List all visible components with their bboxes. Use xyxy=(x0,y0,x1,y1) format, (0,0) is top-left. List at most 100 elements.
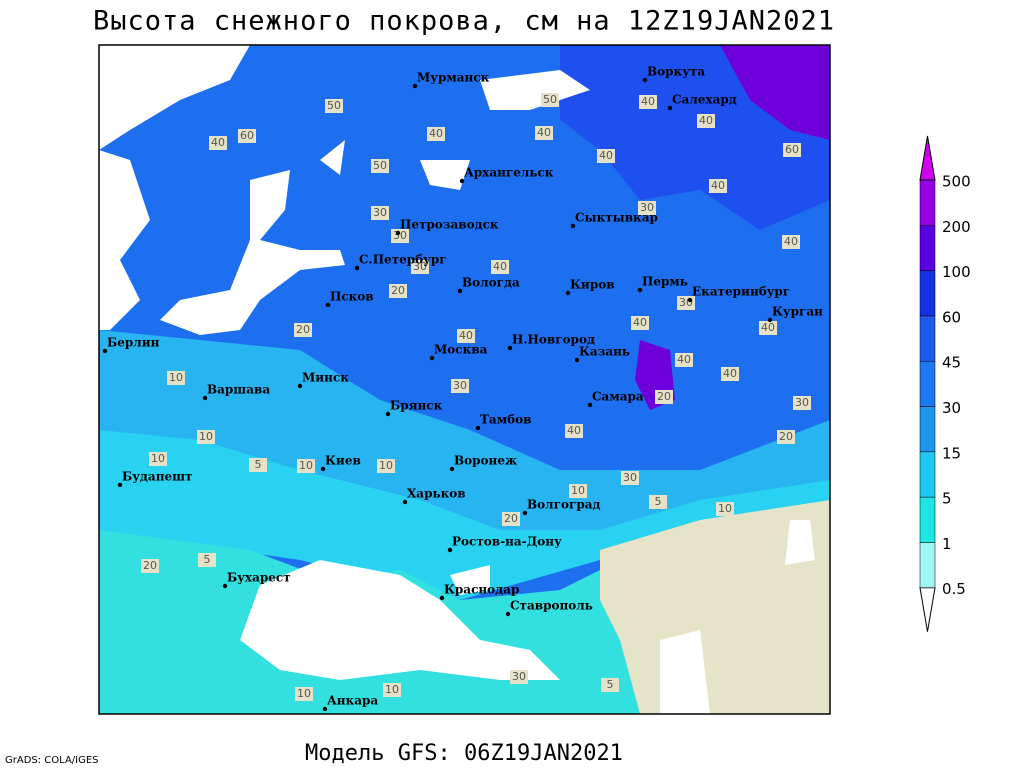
map-frame xyxy=(98,44,831,715)
city-dot xyxy=(507,345,513,351)
legend-arrow-low xyxy=(919,587,936,632)
contour-label: 10 xyxy=(385,683,399,696)
legend-band xyxy=(919,225,936,271)
contour-label: 30 xyxy=(453,379,467,392)
contour-label: 40 xyxy=(211,136,225,149)
legend-band xyxy=(919,406,936,453)
contour-label-box xyxy=(294,323,312,337)
contour-label: 20 xyxy=(779,430,793,443)
city-label: Псков xyxy=(330,290,374,304)
contour-label-box xyxy=(510,670,528,684)
legend-label: 60 xyxy=(942,308,961,326)
contour-label-box xyxy=(411,260,429,274)
contour-label: 50 xyxy=(543,93,557,106)
city-dot xyxy=(449,466,455,472)
contour-label-box xyxy=(427,127,445,141)
contour-label-box xyxy=(631,316,649,330)
contour-label-box xyxy=(297,459,315,473)
azov-sea xyxy=(450,565,490,595)
snow-light xyxy=(99,430,830,600)
contour-label-box xyxy=(541,93,559,107)
credit: GrADS: COLA/IGES xyxy=(5,755,99,766)
contour-label-box xyxy=(721,367,739,381)
title: Высота снежного покрова, см на 12Z19JAN2… xyxy=(93,6,835,37)
contour-label: 30 xyxy=(413,260,427,273)
city-dot xyxy=(429,355,435,361)
city-label: С.Петербург xyxy=(359,253,447,267)
city-dot xyxy=(402,499,408,505)
city-label: Киев xyxy=(325,454,361,468)
contour-label: 10 xyxy=(379,459,393,472)
contour-label-box xyxy=(782,235,800,249)
contour-label-box xyxy=(535,126,553,140)
city-dot xyxy=(475,425,481,431)
contour-label: 10 xyxy=(299,459,313,472)
city-dot xyxy=(447,547,453,553)
contour-label: 60 xyxy=(240,129,254,142)
city-label: Екатеринбург xyxy=(692,285,790,299)
contour-label: 30 xyxy=(795,396,809,409)
contour-label-box xyxy=(759,321,777,335)
contour-label-box xyxy=(783,143,801,157)
contour-label: 20 xyxy=(504,512,518,525)
contour-label-box xyxy=(238,129,256,143)
contour-label-box xyxy=(569,484,587,498)
legend-label: 100 xyxy=(942,263,971,281)
contour-label-box xyxy=(391,229,409,243)
contour-label: 10 xyxy=(571,484,585,497)
map: 40 60 50 50 40 30 50 40 40 40 40 60 40 30 40 30 30 40 20 30… xyxy=(98,44,831,715)
lake xyxy=(785,520,815,565)
city-label: Анкара xyxy=(327,694,378,708)
legend-label: 1 xyxy=(942,535,952,553)
contour-label: 5 xyxy=(655,495,662,508)
city-label: Будапешт xyxy=(122,470,192,484)
contour-label: 30 xyxy=(640,201,654,214)
contour-label-box xyxy=(639,95,657,109)
city-label: Берлин xyxy=(107,336,160,350)
contour-label-box xyxy=(638,201,656,215)
contour-label-box xyxy=(249,458,267,472)
city-dot xyxy=(767,317,773,323)
contour-label: 5 xyxy=(204,553,211,566)
contour-label: 40 xyxy=(677,353,691,366)
contour-label: 10 xyxy=(199,430,213,443)
contour-label: 5 xyxy=(607,678,614,691)
contour-label-box xyxy=(716,502,734,516)
city-dot xyxy=(385,411,391,417)
city-dot xyxy=(322,706,328,712)
contour-label: 30 xyxy=(512,670,526,683)
contour-label: 10 xyxy=(151,452,165,465)
city-label: Ростов-на-Дону xyxy=(452,535,562,549)
city-label: Краснодар xyxy=(444,583,519,597)
city-label: Самара xyxy=(592,390,644,404)
legend-label: 15 xyxy=(942,444,961,462)
city-dot xyxy=(117,482,123,488)
legend-label: 200 xyxy=(942,218,971,236)
city-label: Казань xyxy=(579,345,630,359)
sea xyxy=(320,140,345,175)
contour-label-box xyxy=(377,459,395,473)
contour-label-box xyxy=(389,284,407,298)
legend-band xyxy=(919,451,936,498)
city-label: Вологда xyxy=(462,276,520,290)
city-label: Курган xyxy=(772,305,823,319)
contour-label: 50 xyxy=(327,99,341,112)
contour-label: 40 xyxy=(699,114,713,127)
city-label: Петрозаводск xyxy=(400,218,499,232)
city-label: Архангельск xyxy=(464,166,554,180)
snow-very-deep xyxy=(720,45,830,140)
contour-label-box xyxy=(141,559,159,573)
city-dot xyxy=(297,383,303,389)
cities: Мурманск Воркута Салехард Архангельск Сыктыв… xyxy=(102,65,823,712)
model-label: Модель GFS: 06Z19JAN2021 xyxy=(305,741,623,766)
contour-label-box xyxy=(371,159,389,173)
city-label: Мурманск xyxy=(417,71,490,85)
city-dot xyxy=(505,611,511,617)
contour-label-box xyxy=(597,149,615,163)
city-label: Минск xyxy=(302,371,349,385)
legend-label: 30 xyxy=(942,399,961,417)
contour-label: 40 xyxy=(641,95,655,108)
city-label: Бухарест xyxy=(227,571,291,585)
contour-label-box xyxy=(325,99,343,113)
